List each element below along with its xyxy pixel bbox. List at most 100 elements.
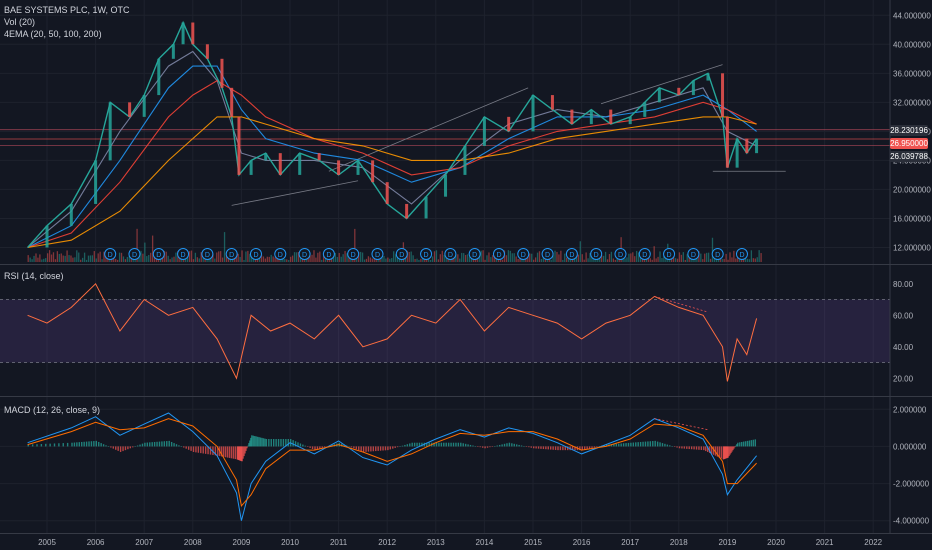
volume-bar — [321, 259, 323, 262]
dividend-marker-label: D — [545, 252, 550, 259]
volume-bar — [54, 259, 57, 262]
macd-histogram-bar — [557, 446, 559, 451]
volume-bar — [525, 257, 527, 262]
price-candle — [220, 58, 224, 88]
macd-histogram-bar — [100, 443, 102, 447]
rsi-legend[interactable]: RSI (14, close) — [4, 271, 64, 281]
macd-histogram-bar — [53, 443, 56, 447]
x-tick-label: 2020 — [767, 538, 785, 547]
macd-histogram-bar — [228, 446, 231, 458]
macd-histogram-bar — [501, 444, 503, 447]
volume-bar — [381, 253, 383, 262]
volume-legend[interactable]: Vol (20) — [4, 17, 36, 27]
y-tick-label: -2.000000 — [893, 480, 930, 489]
dividend-marker-label: D — [229, 252, 234, 259]
dividend-marker-label: D — [302, 252, 307, 259]
macd-histogram-bar — [739, 442, 741, 447]
volume-bar — [62, 255, 64, 262]
macd-histogram-bar — [596, 446, 598, 447]
macd-legend[interactable]: MACD (12, 26, close, 9) — [4, 405, 101, 415]
volume-bar — [484, 259, 486, 262]
ema-line — [27, 65, 757, 248]
volume-bar — [330, 257, 333, 262]
macd-histogram-bar — [277, 439, 280, 447]
volume-bar — [128, 255, 130, 262]
volume-bar — [237, 253, 239, 262]
volume-bar — [356, 256, 358, 262]
volume-bar — [196, 257, 198, 262]
volume-bar — [27, 255, 29, 262]
pane-divider[interactable] — [0, 396, 932, 397]
macd-histogram-bar — [559, 446, 562, 451]
volume-bar — [476, 258, 478, 262]
dividend-marker-label: D — [205, 252, 210, 259]
volume-bar — [241, 250, 243, 262]
dividend-marker-label: D — [278, 252, 283, 259]
price-candle — [45, 225, 49, 248]
volume-bar — [606, 259, 609, 262]
price-candle — [657, 87, 661, 103]
macd-histogram-bar — [245, 446, 247, 451]
volume-bar — [739, 259, 741, 262]
volume-bar — [161, 257, 163, 262]
volume-bar — [221, 257, 224, 262]
macd-histogram-bar — [718, 446, 721, 458]
y-tick-label: 36.000000 — [893, 69, 931, 78]
macd-histogram-bar — [503, 443, 506, 447]
macd-histogram-bar — [204, 446, 207, 454]
macd-histogram-bar — [598, 446, 601, 447]
macd-histogram-bar — [426, 442, 428, 447]
macd-histogram-bar — [637, 442, 639, 447]
volume-bar — [566, 257, 568, 262]
macd-histogram-bar — [564, 446, 566, 451]
macd-histogram-bar — [90, 441, 93, 447]
price-candle — [735, 138, 739, 168]
volume-bar — [361, 252, 364, 262]
macd-histogram-bar — [435, 442, 438, 447]
volume-bar — [391, 258, 393, 262]
volume-bar — [406, 250, 408, 262]
macd-histogram-bar — [455, 442, 457, 447]
y-tick-label: 44.000000 — [893, 11, 931, 20]
volume-bar — [363, 259, 366, 262]
dividend-marker-icon — [638, 248, 651, 260]
macd-histogram-bar — [255, 436, 257, 447]
macd-histogram-bar — [360, 446, 362, 452]
volume-bar — [235, 255, 237, 262]
volume-bar — [288, 259, 290, 262]
volume-bar — [124, 259, 127, 262]
macd-histogram-bar — [175, 444, 178, 447]
volume-bar — [192, 259, 195, 262]
volume-bar — [416, 258, 418, 262]
macd-histogram-bar — [190, 446, 192, 451]
symbol-title[interactable]: BAE SYSTEMS PLC, 1W, OTC — [4, 5, 130, 15]
volume-bar — [678, 252, 681, 262]
volume-bar — [183, 259, 185, 262]
price-line — [27, 20, 758, 248]
volume-bar — [601, 255, 603, 262]
macd-histogram-bar — [384, 446, 387, 451]
x-tick-label: 2014 — [476, 538, 494, 547]
macd-histogram-bar — [518, 444, 520, 447]
macd-histogram-bar — [588, 446, 591, 449]
volume-bar — [323, 253, 325, 262]
volume-bar — [245, 251, 247, 262]
volume-bar — [31, 259, 33, 262]
volume-bar — [464, 254, 467, 262]
dividend-marker-icon — [152, 248, 165, 260]
volume-bar — [698, 251, 700, 262]
volume-bar — [630, 253, 632, 262]
dividend-marker-icon — [128, 248, 141, 260]
volume-bar — [91, 255, 94, 262]
macd-histogram-bar — [294, 441, 297, 447]
ema-legend[interactable]: 4EMA (20, 50, 100, 200) — [4, 29, 102, 39]
macd-histogram-bar — [246, 446, 248, 449]
volume-bar — [394, 254, 397, 262]
volume-bar — [707, 252, 710, 262]
dividend-marker-label: D — [351, 252, 356, 259]
volume-bar — [291, 255, 294, 262]
macd-histogram-bar — [477, 446, 479, 447]
volume-bar — [447, 259, 449, 262]
pane-divider[interactable] — [0, 264, 932, 265]
